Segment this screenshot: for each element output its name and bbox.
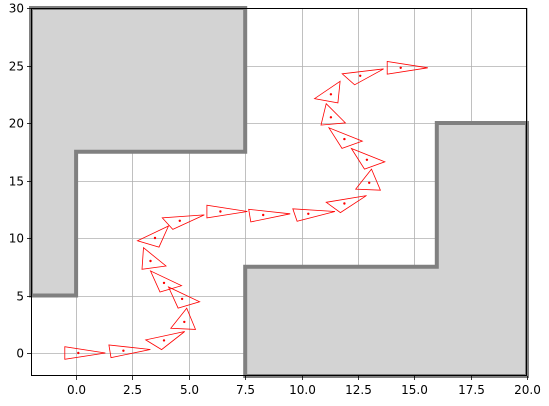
pose-point <box>329 93 333 96</box>
pose-point <box>368 181 371 184</box>
pose-marker <box>327 126 364 149</box>
pose-marker <box>320 102 347 126</box>
pose-marker <box>149 270 183 293</box>
y-tick-label: 15 <box>9 175 24 189</box>
x-tick-label: 10.0 <box>289 383 316 397</box>
pose-marker <box>248 208 291 223</box>
pose-point <box>359 74 362 78</box>
pose-marker <box>167 286 201 309</box>
pose-marker <box>144 331 185 351</box>
pose-point <box>180 297 184 301</box>
pose-point <box>183 320 186 324</box>
pose-point <box>178 219 181 222</box>
pose-marker <box>136 225 170 248</box>
pose-marker <box>141 246 167 270</box>
pose-marker <box>64 346 106 360</box>
x-tick-label: 12.5 <box>345 383 372 397</box>
x-tick-label: 15.0 <box>401 383 428 397</box>
x-tick-label: 0.0 <box>67 383 86 397</box>
pose-marker <box>354 168 382 191</box>
y-tick-label: 30 <box>9 2 24 16</box>
pose-marker <box>292 208 336 222</box>
axes-frame <box>31 8 527 376</box>
pose-point <box>153 236 157 240</box>
pose-point <box>149 259 152 263</box>
pose-point <box>307 212 310 215</box>
pose-point <box>262 213 265 217</box>
y-tick-label: 0 <box>16 347 24 361</box>
pose-marker <box>325 195 367 214</box>
pose-point <box>343 137 346 141</box>
pose-point <box>365 158 369 161</box>
pose-point <box>343 202 346 205</box>
pose-point <box>162 281 166 285</box>
pose-marker <box>386 61 428 75</box>
pose-marker <box>108 344 151 359</box>
x-tick-label: 5.0 <box>180 383 199 397</box>
pose-point <box>399 66 402 70</box>
y-tick-label: 10 <box>9 232 24 246</box>
pose-marker <box>206 204 248 219</box>
pose-marker <box>350 147 386 170</box>
x-tick-label: 2.5 <box>123 383 142 397</box>
pose-point <box>219 210 222 213</box>
y-tick-label: 25 <box>9 60 24 74</box>
pose-marker <box>161 214 205 230</box>
pose-point <box>162 339 166 342</box>
y-tick-label: 5 <box>16 290 24 304</box>
pose-point <box>77 351 80 355</box>
pose-marker <box>341 68 384 86</box>
x-axis-ticks: 0.0 2.5 5.0 7.5 10.0 12.5 15.0 17.5 20.0 <box>67 376 541 397</box>
pose-markers <box>64 61 428 360</box>
y-axis-ticks: 0 5 10 15 20 25 30 <box>9 2 31 361</box>
pose-marker <box>170 307 197 330</box>
x-tick-label: 20.0 <box>514 383 541 397</box>
x-tick-label: 17.5 <box>458 383 485 397</box>
y-tick-label: 20 <box>9 117 24 131</box>
pose-marker <box>313 80 341 104</box>
pose-point <box>329 116 333 119</box>
pose-point <box>122 349 125 352</box>
x-tick-label: 7.5 <box>236 383 255 397</box>
